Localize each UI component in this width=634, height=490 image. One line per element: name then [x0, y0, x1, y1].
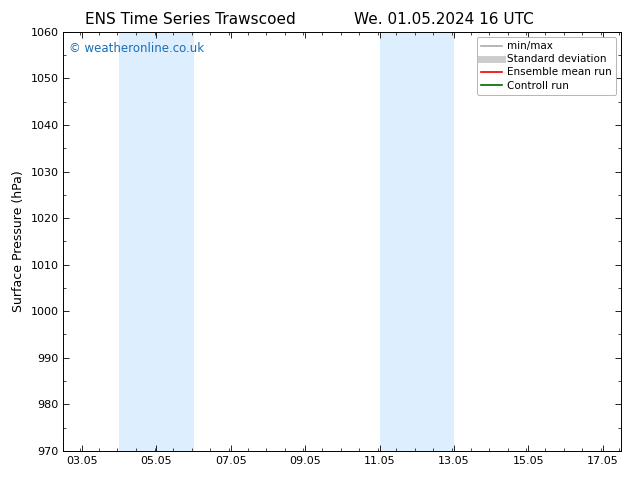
Bar [380, 32, 454, 451]
Text: ENS Time Series Trawscoed: ENS Time Series Trawscoed [85, 12, 295, 27]
Text: We. 01.05.2024 16 UTC: We. 01.05.2024 16 UTC [354, 12, 534, 27]
Text: © weatheronline.co.uk: © weatheronline.co.uk [69, 42, 204, 55]
Legend: min/max, Standard deviation, Ensemble mean run, Controll run: min/max, Standard deviation, Ensemble me… [477, 37, 616, 95]
Bar [119, 32, 193, 451]
Y-axis label: Surface Pressure (hPa): Surface Pressure (hPa) [12, 171, 25, 312]
